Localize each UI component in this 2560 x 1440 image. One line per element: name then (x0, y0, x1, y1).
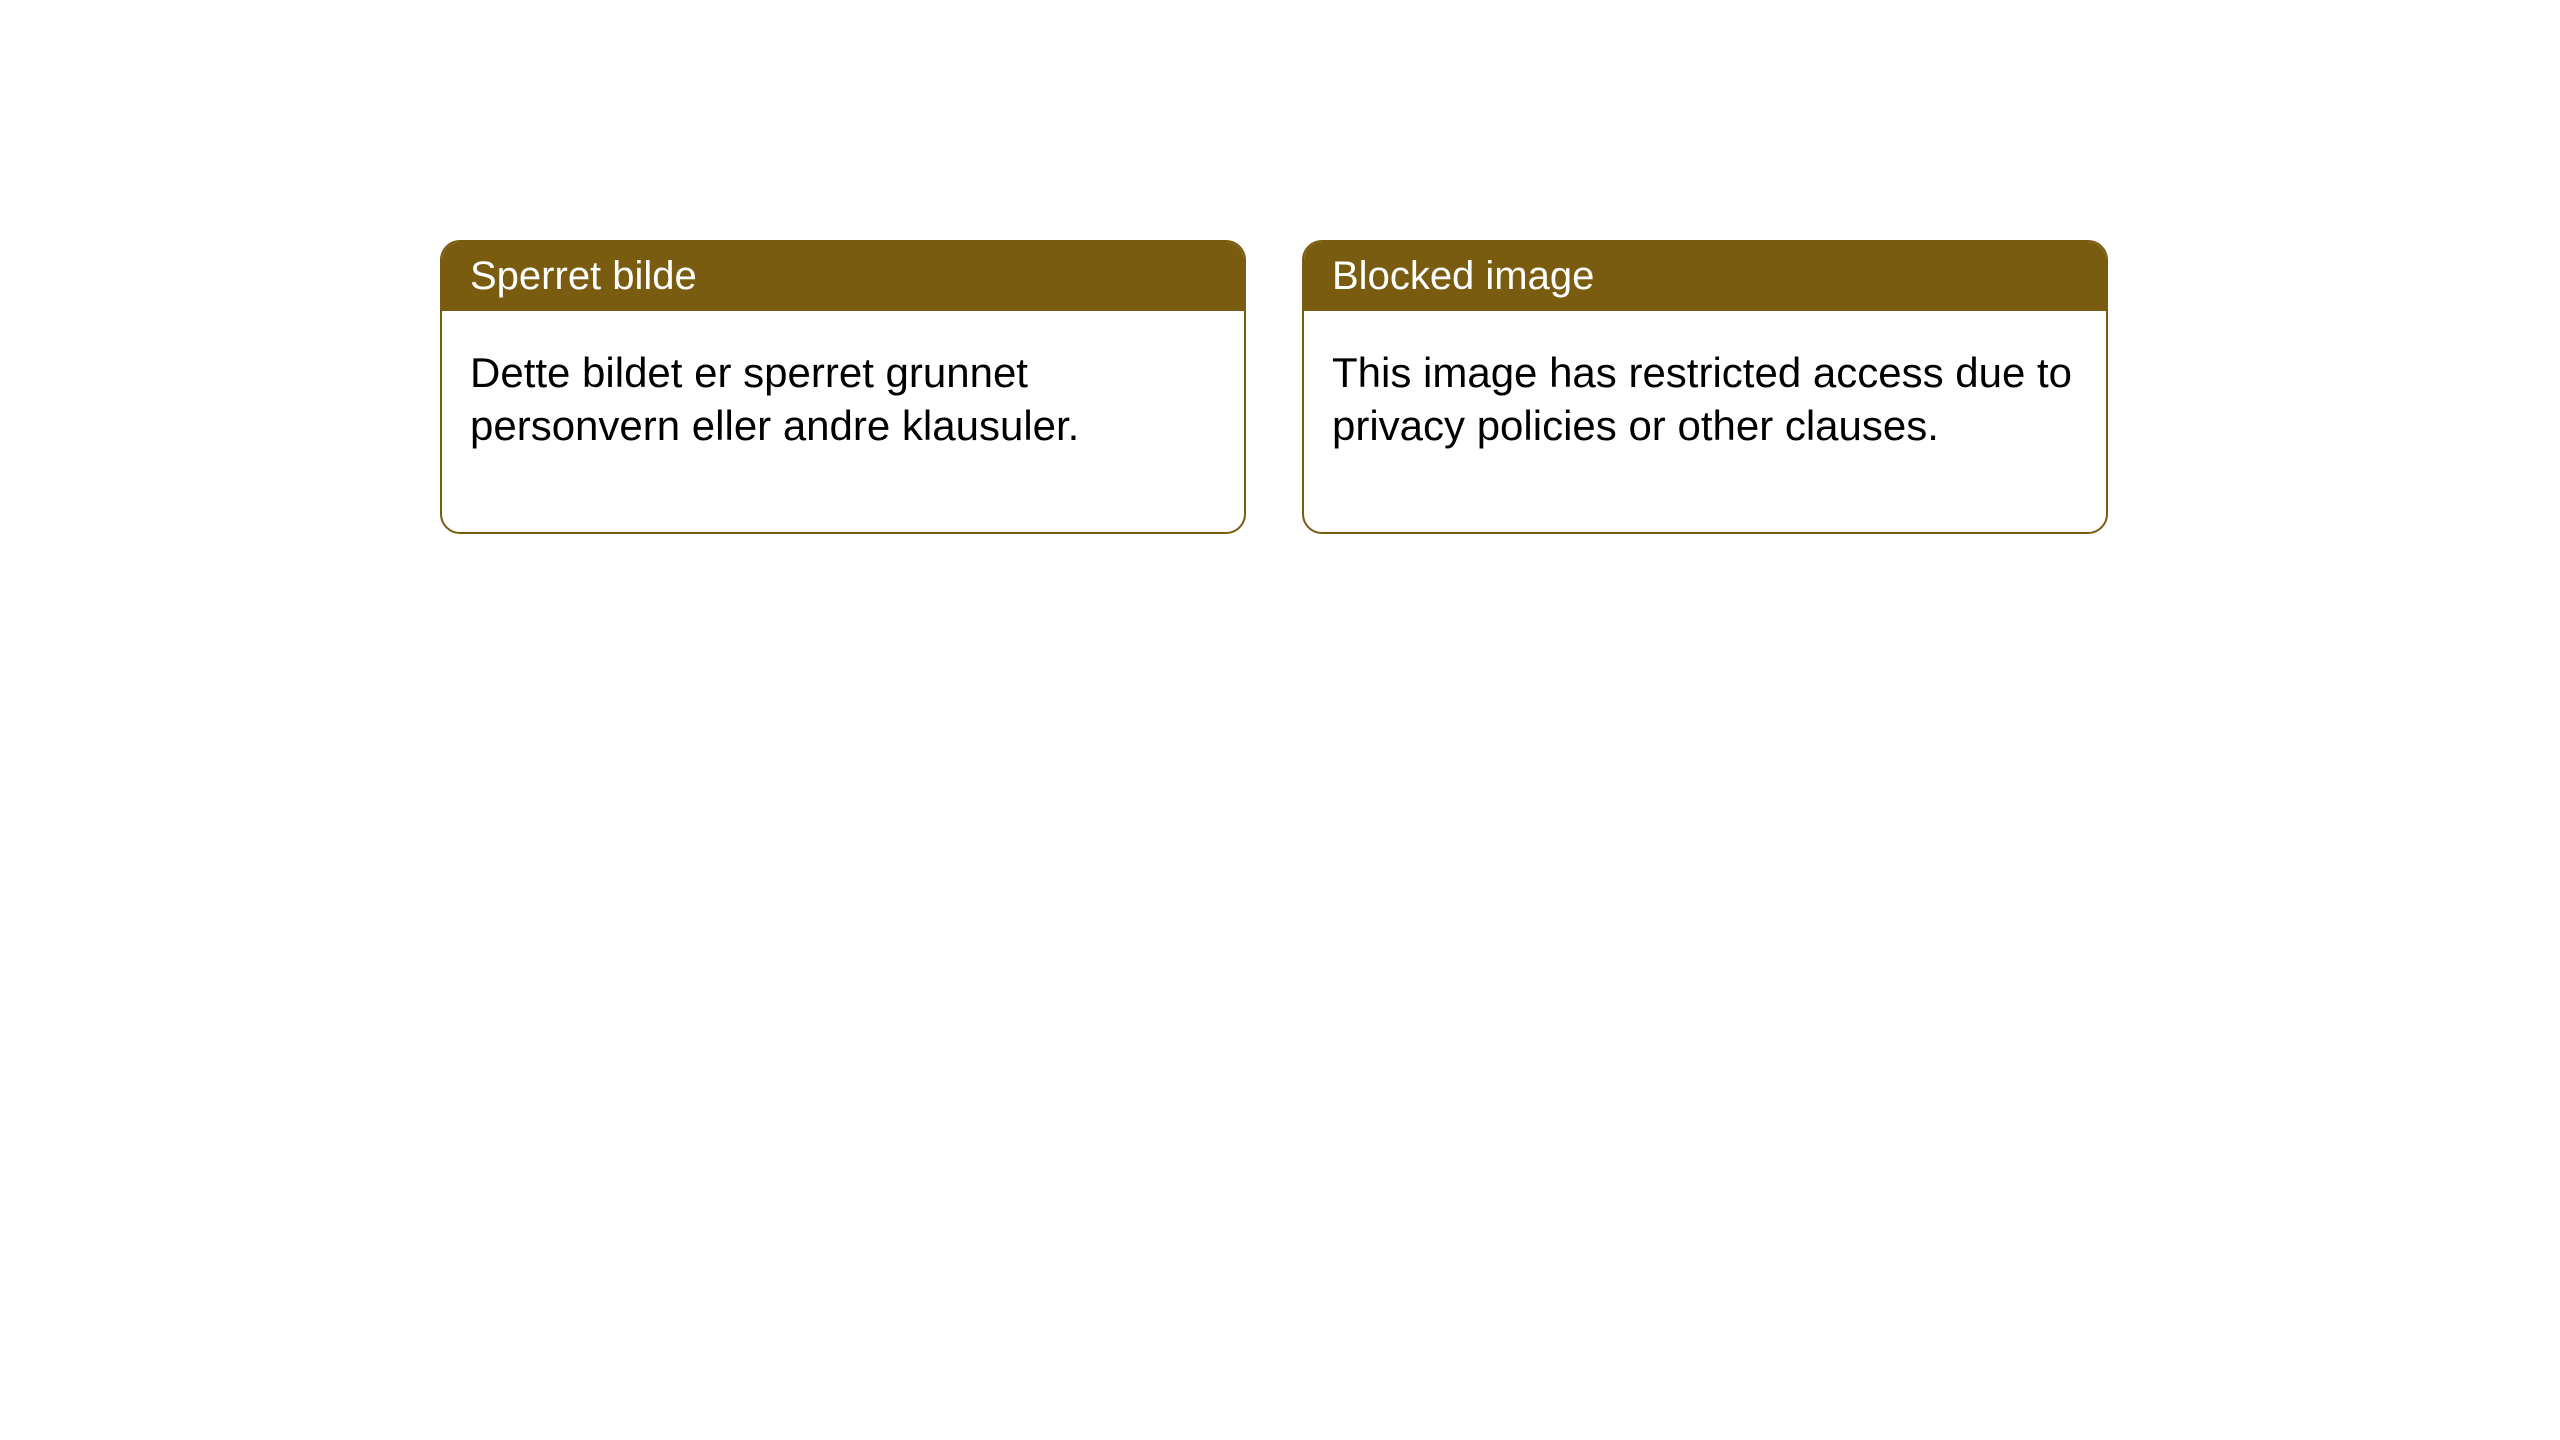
card-body: Dette bildet er sperret grunnet personve… (442, 311, 1244, 532)
card-title: Sperret bilde (470, 254, 697, 298)
notice-card-english: Blocked image This image has restricted … (1302, 240, 2108, 534)
notice-cards-container: Sperret bilde Dette bildet er sperret gr… (440, 240, 2108, 534)
card-body: This image has restricted access due to … (1304, 311, 2106, 532)
card-header: Sperret bilde (442, 242, 1244, 311)
card-header: Blocked image (1304, 242, 2106, 311)
card-title: Blocked image (1332, 254, 1594, 298)
card-body-text: Dette bildet er sperret grunnet personve… (470, 349, 1079, 449)
notice-card-norwegian: Sperret bilde Dette bildet er sperret gr… (440, 240, 1246, 534)
card-body-text: This image has restricted access due to … (1332, 349, 2072, 449)
